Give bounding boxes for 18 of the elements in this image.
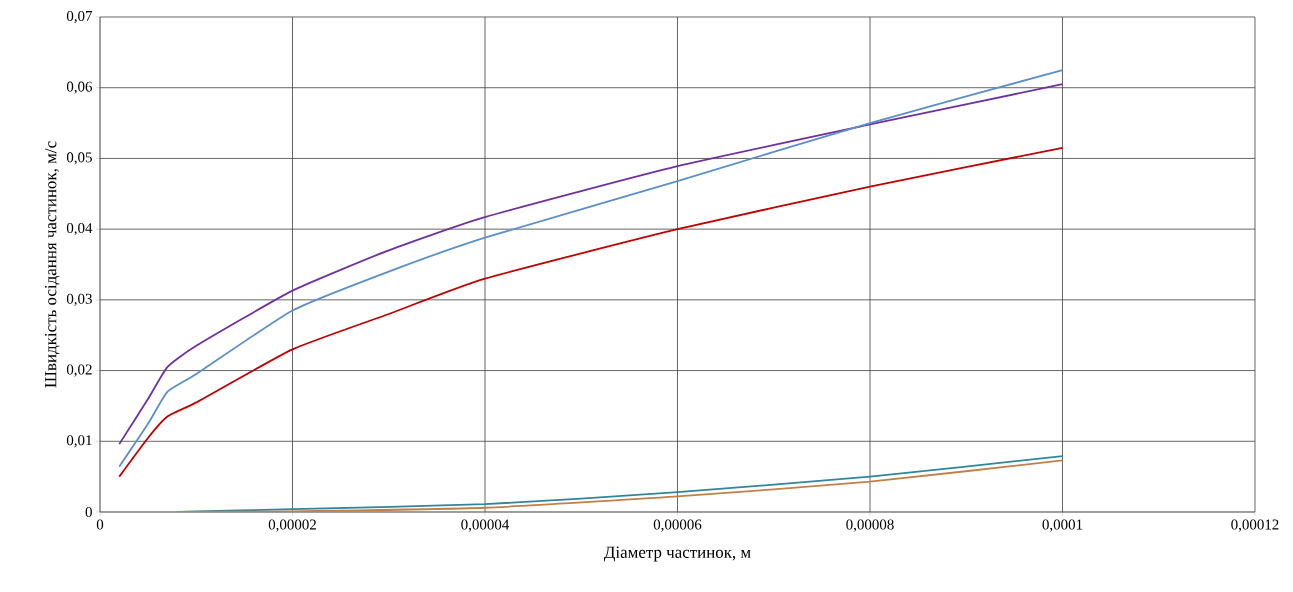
y-tick-label: 0,07: [66, 10, 93, 24]
y-tick-label: 0,03: [66, 293, 92, 306]
x-tick-label: 0,00002: [268, 519, 316, 532]
y-tick-label: 0,05: [66, 152, 92, 165]
x-tick-label: 0,00006: [653, 519, 702, 532]
x-tick-label: 0,0001: [1042, 519, 1083, 532]
x-tick-label: 0: [96, 519, 104, 530]
y-tick-label: 0,04: [66, 223, 93, 236]
x-tick-label: 0,00004: [461, 519, 510, 532]
x-tick-label: 0,00008: [846, 519, 894, 532]
y-tick-label: 0,02: [66, 364, 92, 377]
y-tick-label: 0: [85, 506, 92, 518]
y-axis-title: Швидкість осідання частинок, м/с: [45, 141, 60, 388]
x-tick-label: 0,00012: [1231, 519, 1279, 532]
x-axis-title: Діаметр частинок, м: [603, 546, 751, 562]
y-tick-label: 0,01: [66, 435, 92, 448]
line-series: [118, 146, 1064, 478]
y-tick-label: 0,06: [66, 81, 93, 94]
